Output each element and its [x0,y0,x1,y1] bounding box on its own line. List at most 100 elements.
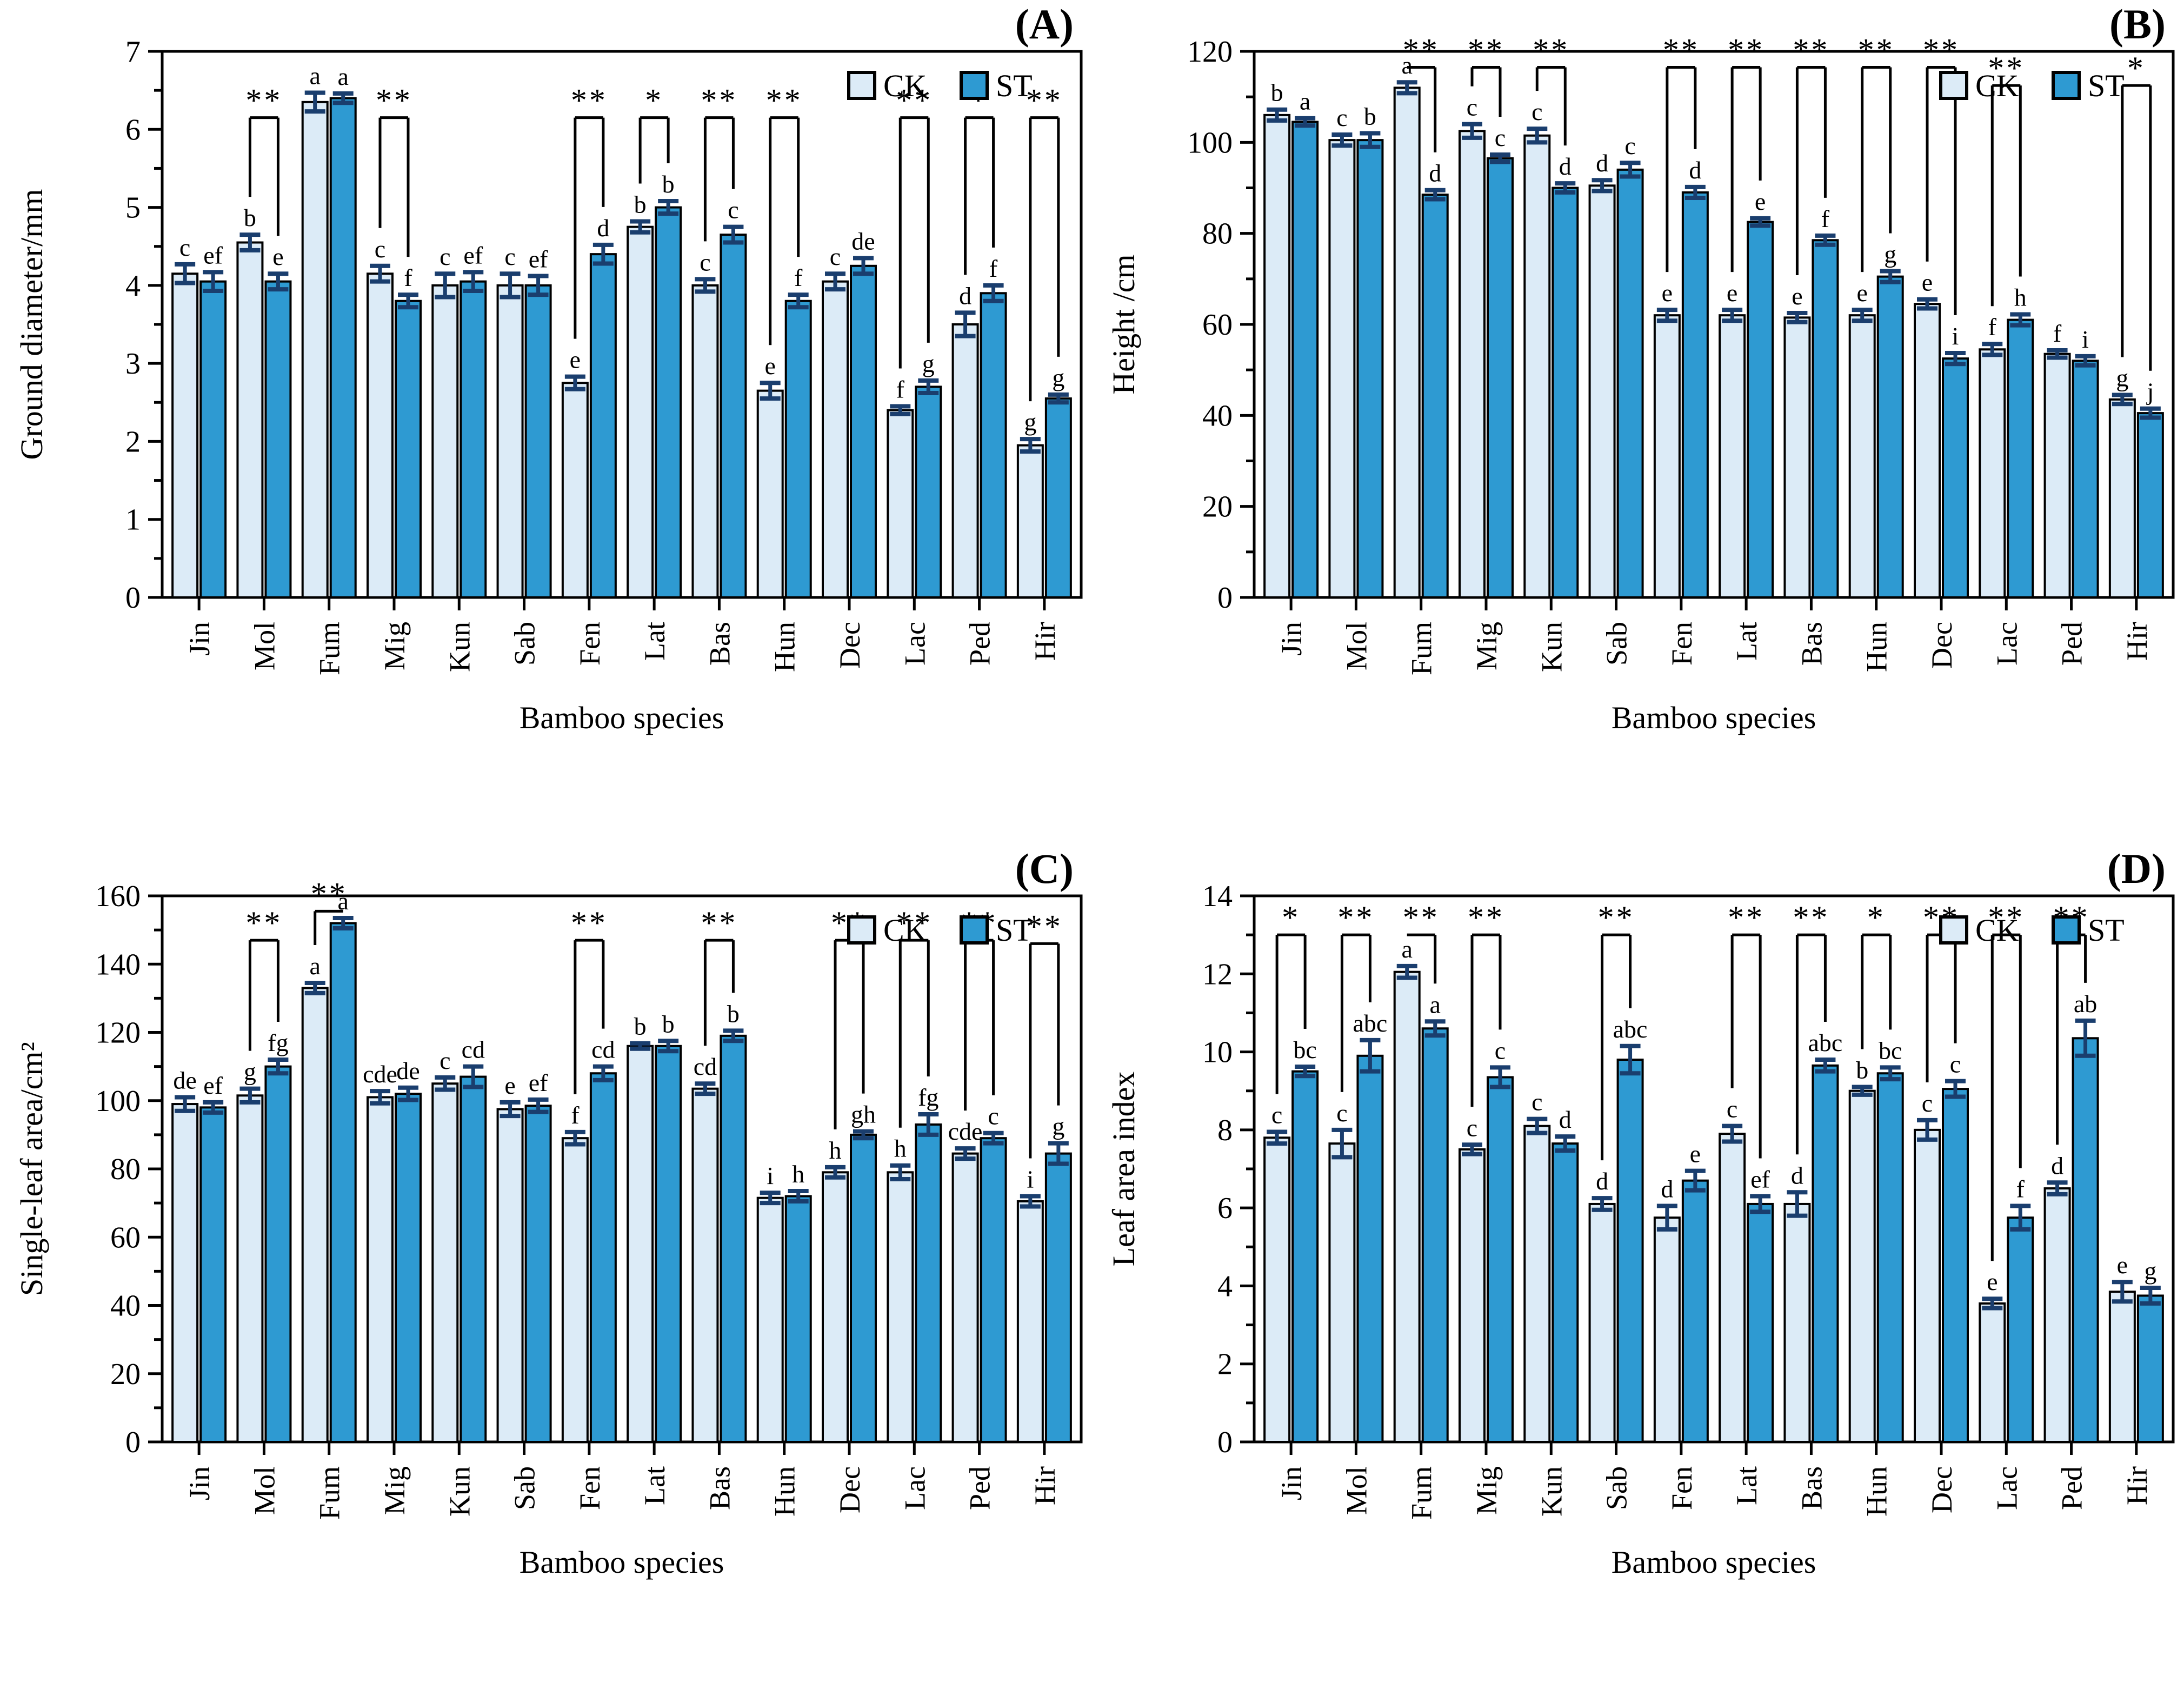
bar-ck-bas [1783,1202,1811,1444]
y-tick-label: 6 [125,113,141,147]
significance-marker: ** [1988,50,2025,86]
significance-letter: b [1364,103,1376,130]
x-tick-label-ped: Ped [2056,1466,2088,1510]
bar-ck-kun [1523,134,1551,599]
y-tick-label: 2 [125,425,141,458]
bar-ck-kun [431,284,459,599]
panel-tag-a: (A) [1015,1,1074,48]
bar-st-jin [1291,1070,1319,1443]
y-tick-label: 140 [95,948,141,981]
bar-st-fen [1681,1179,1709,1444]
y-tick-label: 20 [1202,490,1233,524]
significance-letter: bc [1879,1036,1902,1064]
bar-st-kun [1552,1142,1579,1443]
significance-marker: ** [1337,900,1374,935]
significance-letter: bc [1293,1036,1316,1063]
significance-letter: f [571,1101,580,1129]
significance-marker: ** [1663,32,1700,68]
significance-letter: g [1052,1113,1064,1140]
significance-letter: d [597,214,609,242]
bar-st-ped [980,1137,1007,1443]
bar-ck-fum [301,987,329,1443]
significance-letter: e [272,243,283,270]
significance-letter: f [896,376,905,403]
significance-letter: d [1559,152,1572,180]
x-tick-label-fen: Fen [574,1466,606,1510]
bar-st-fum [1421,194,1449,599]
bar-st-hun [784,1195,812,1443]
significance-letter: abc [1808,1029,1843,1056]
significance-marker: ** [1403,32,1440,68]
significance-marker: ** [1988,900,2025,935]
significance-letter: ef [203,241,223,269]
bar-st-fen [589,1072,617,1443]
bar-ck-hun [1848,1089,1876,1443]
bar-st-hir [1044,397,1072,599]
significance-letter: b [244,204,256,231]
significance-letter: i [2082,325,2089,353]
bar-ck-jin [171,272,199,599]
significance-marker: * [1282,900,1300,935]
bar-ck-jin [171,1103,199,1443]
legend-label-st: ST [2088,68,2125,103]
significance-marker: * [1867,900,1886,935]
bar-st-fum [329,922,357,1443]
significance-letter: c [440,243,450,270]
y-tick-label: 160 [95,880,141,913]
significance-marker: ** [571,83,608,118]
x-tick-label-jin: Jin [183,622,216,656]
significance-letter: a [310,952,321,980]
significance-letter: i [767,1162,774,1189]
significance-marker: ** [1923,32,1960,68]
legend-swatch-ck [1939,915,1968,945]
plot-border [1253,50,2175,599]
bar-ck-dec [822,1171,849,1443]
x-tick-label-ped: Ped [2056,622,2088,666]
bar-ck-bas [691,284,719,599]
y-tick-label: 3 [125,347,141,381]
significance-marker: ** [245,905,282,941]
significance-letter: c [728,196,738,224]
significance-letter: f [1988,313,1997,341]
bar-ck-jin [1263,1136,1291,1443]
x-tick-label-sab: Sab [1601,622,1633,666]
bar-ck-lat [627,225,654,599]
significance-letter: g [2144,1257,2156,1285]
significance-letter: i [1027,1166,1034,1193]
significance-letter: c [375,235,385,263]
bar-st-mig [395,300,422,599]
y-tick-label: 120 [95,1016,141,1050]
bar-st-bas [1812,239,1839,599]
bar-st-fum [1421,1027,1449,1443]
bar-st-hir [1044,1152,1072,1443]
significance-letter: a [1300,88,1310,115]
significance-letter: c [1467,94,1477,121]
y-tick-label: 5 [125,191,141,225]
bar-ck-hun [1848,314,1876,599]
bar-st-mig [1487,157,1514,599]
significance-letter: b [727,1000,740,1027]
significance-letter: f [2053,320,2062,347]
bar-ck-ped [2043,353,2071,599]
x-tick-label-ped: Ped [964,622,996,666]
y-tick-label: 60 [110,1221,141,1254]
bar-st-hir [2136,1294,2164,1443]
x-tick-label-mig: Mig [378,1466,411,1515]
plot-border [161,894,1083,1444]
bar-ck-mig [1459,1148,1486,1443]
significance-letter: c [1624,132,1635,159]
y-tick-label: 14 [1202,880,1233,913]
significance-letter: d [1429,159,1441,187]
x-tick-label-hir: Hir [2121,622,2153,661]
bar-st-hir [2136,412,2164,599]
significance-letter: e [2117,1251,2128,1279]
bar-ck-mig [1459,130,1486,599]
significance-letter: a [338,63,349,90]
significance-letter: e [1922,269,1933,296]
x-tick-label-bas: Bas [1795,1466,1828,1510]
y-tick-label: 7 [125,35,141,69]
x-tick-label-mol: Mol [1340,1466,1373,1515]
bar-ck-sab [1588,184,1616,599]
x-tick-label-sab: Sab [1601,1466,1633,1510]
